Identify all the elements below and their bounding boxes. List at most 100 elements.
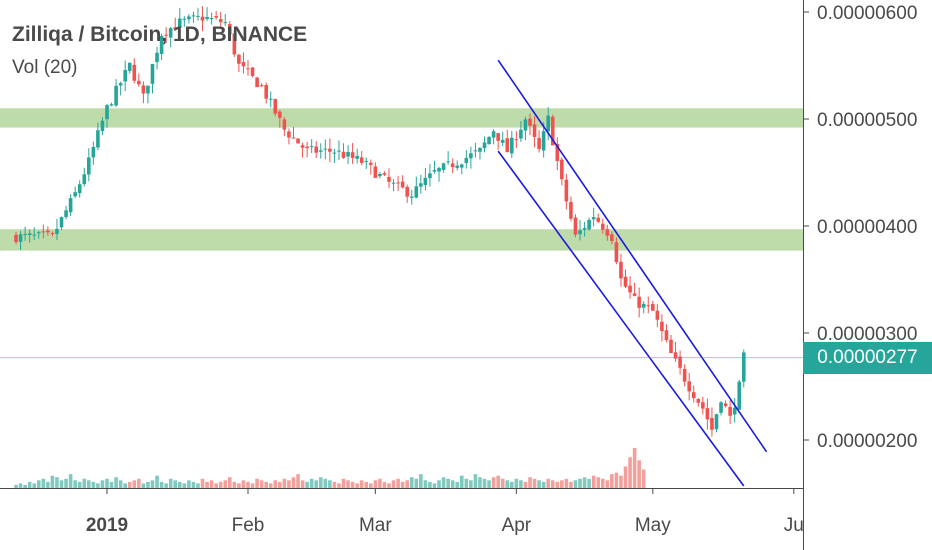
volume-bar xyxy=(287,480,291,488)
candle-body xyxy=(73,192,77,197)
candle-body xyxy=(323,148,328,150)
candle-body xyxy=(132,64,137,81)
candle-body xyxy=(669,339,673,354)
volume-bar xyxy=(118,480,123,488)
volume-bar xyxy=(514,478,519,488)
candle-body xyxy=(341,151,346,158)
volume-bar xyxy=(237,483,241,488)
candle-body xyxy=(328,148,332,152)
candle-body xyxy=(441,163,446,170)
volume-bar xyxy=(505,480,510,488)
candle-body xyxy=(250,67,255,76)
candle-body xyxy=(428,173,432,179)
candle-body xyxy=(200,16,205,21)
volume-bar xyxy=(50,475,55,488)
candle-body xyxy=(450,163,455,168)
volume-bar xyxy=(300,480,305,488)
volume-bar xyxy=(378,478,382,488)
candle-body xyxy=(32,234,37,236)
candle-body xyxy=(355,156,359,159)
candle-body xyxy=(409,196,414,198)
candle-body xyxy=(223,22,228,24)
volume-bar xyxy=(332,481,337,488)
candle-body xyxy=(278,111,282,118)
symbol-title[interactable]: Zilliqa / Bitcoin, 1D, BINANCE xyxy=(12,23,308,46)
candle-body xyxy=(177,18,182,28)
candle-body xyxy=(141,85,146,94)
volume-bar xyxy=(146,481,150,488)
volume-bar xyxy=(482,478,487,488)
volume-bar xyxy=(132,480,137,488)
candle-body xyxy=(655,310,660,320)
candle-body xyxy=(478,147,482,152)
volume-bar xyxy=(250,483,255,488)
volume-bar xyxy=(41,478,46,488)
candle-body xyxy=(105,105,109,120)
volume-bar xyxy=(605,480,610,488)
candle-body xyxy=(528,118,532,126)
candle-body xyxy=(614,242,619,263)
candle-body xyxy=(569,201,573,219)
volume-bar xyxy=(64,478,68,488)
candle-body xyxy=(55,228,59,234)
candle-body xyxy=(714,414,719,430)
candle-body xyxy=(96,130,100,148)
volume-bar xyxy=(273,480,278,488)
volume-bar xyxy=(396,478,400,488)
volume-bar xyxy=(369,483,373,488)
volume-bar xyxy=(214,483,218,488)
volume-bar xyxy=(596,477,601,488)
volume-label[interactable]: Vol (20) xyxy=(12,57,78,78)
candle-body xyxy=(400,181,405,188)
price-zone-2 xyxy=(0,229,803,251)
volume-bar xyxy=(241,480,246,488)
descending-channel xyxy=(497,59,768,487)
volume-bar xyxy=(373,480,378,488)
volume-bar xyxy=(159,481,164,488)
candle-body xyxy=(651,304,655,311)
candle-body xyxy=(710,417,714,430)
volume-bar xyxy=(14,484,18,488)
candle-body xyxy=(159,35,164,54)
volume-bar xyxy=(73,480,77,488)
candle-body xyxy=(664,330,669,341)
candle-body xyxy=(446,161,450,163)
volume-bar xyxy=(455,481,460,488)
candle-body xyxy=(87,157,91,175)
candle-body xyxy=(600,223,605,230)
candle-body xyxy=(550,116,555,146)
candle-body xyxy=(496,133,500,141)
candle-body xyxy=(146,85,150,94)
volume-bar xyxy=(405,480,409,488)
volume-bar xyxy=(419,474,423,488)
candle-body xyxy=(596,217,601,222)
candle-body xyxy=(582,227,587,230)
volume-bar xyxy=(469,480,473,488)
candle-body xyxy=(632,293,637,296)
y-axis-background xyxy=(803,0,932,550)
candle-body xyxy=(209,17,214,19)
volume-bar xyxy=(309,478,314,488)
volume-bar xyxy=(491,477,496,488)
candle-body xyxy=(364,161,369,163)
candle-body xyxy=(318,150,323,152)
candle-body xyxy=(487,136,491,145)
candle-body xyxy=(560,159,564,180)
candle-body xyxy=(150,64,155,84)
volume-bar xyxy=(337,483,341,488)
candle-body xyxy=(691,392,696,399)
candle-body xyxy=(14,234,18,243)
candle-body xyxy=(187,16,191,20)
candle-body xyxy=(173,27,178,30)
candle-body xyxy=(77,184,82,194)
candle-body xyxy=(519,129,523,139)
x-tick-label: May xyxy=(635,515,671,536)
price-zone-1 xyxy=(0,108,803,128)
candle-body xyxy=(264,85,268,99)
x-tick-label: Feb xyxy=(232,515,265,536)
channel-line-2 xyxy=(497,59,768,453)
candle-body xyxy=(587,219,591,230)
candle-body xyxy=(382,173,387,175)
candle-body xyxy=(591,217,596,220)
